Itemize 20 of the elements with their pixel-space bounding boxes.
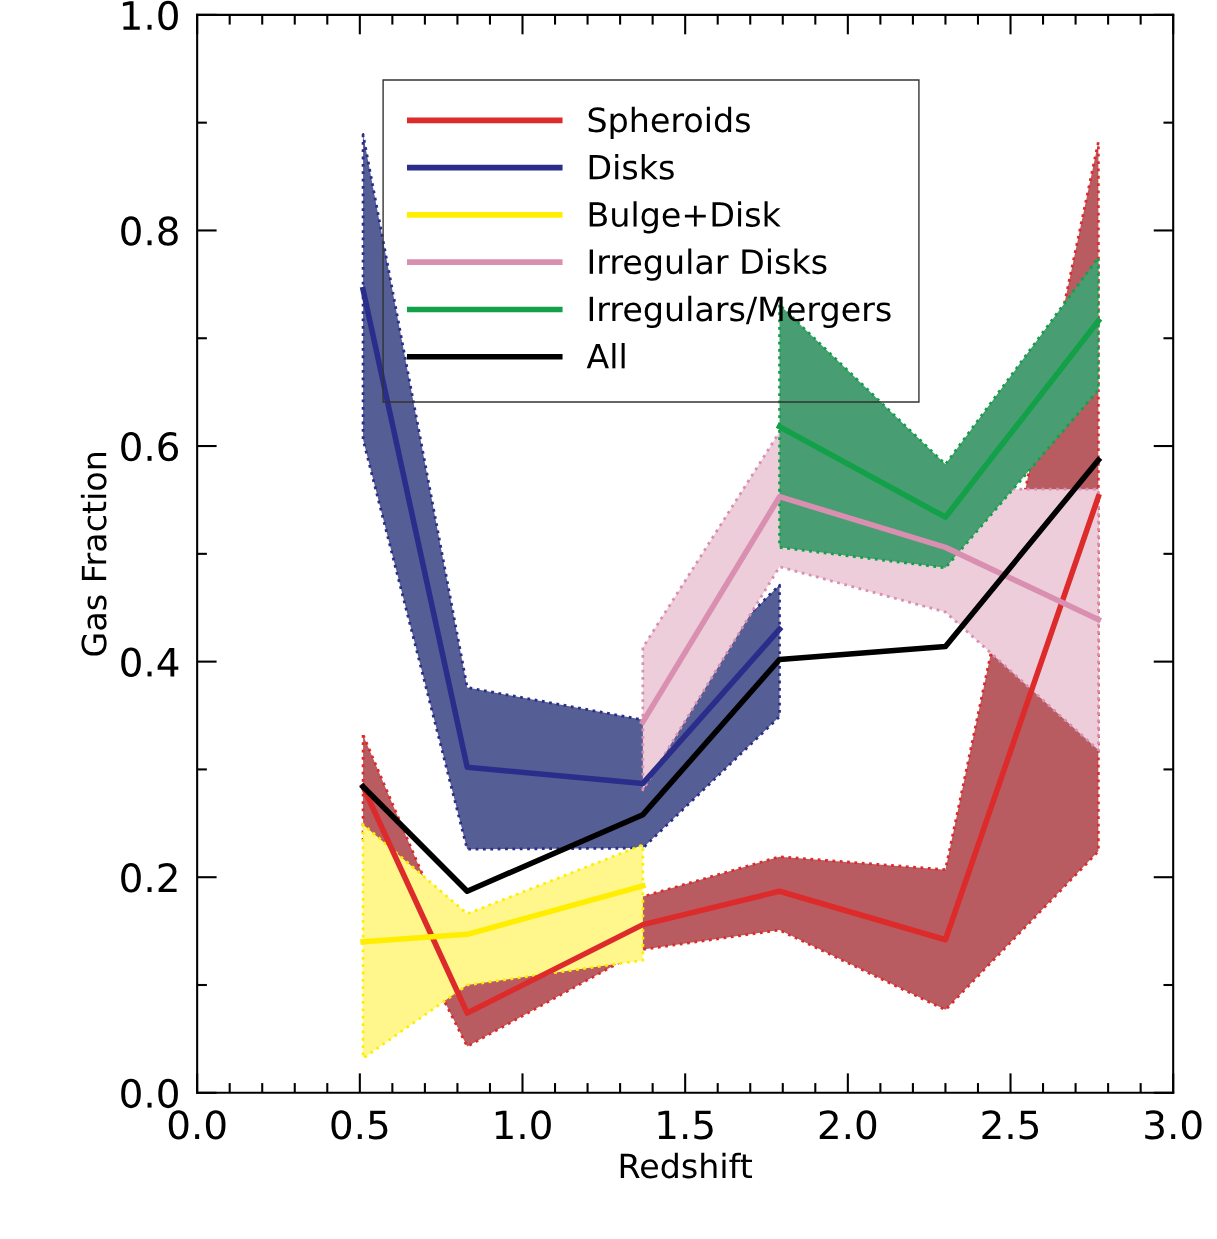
x-tick-label: 2.5	[982, 1110, 1039, 1140]
y-tick-label: 0.2	[121, 863, 177, 893]
x-tick-label: 2.0	[819, 1110, 877, 1140]
legend-label: Bulge+Disk	[589, 201, 781, 234]
legend-label: Disks	[589, 153, 674, 180]
y-tick-label: 0.4	[121, 647, 179, 677]
legend-label: Spheroids	[588, 106, 750, 139]
x-tick-label: 0.5	[331, 1110, 388, 1140]
x-tick-label: 1.0	[495, 1110, 551, 1140]
x-tick-label: 3.0	[1145, 1110, 1202, 1140]
y-tick-label: 0.0	[121, 1078, 178, 1109]
x-tick-label: 1.5	[658, 1110, 713, 1140]
x-tick-label: 0.0	[168, 1110, 226, 1140]
legend-label: All	[586, 343, 625, 369]
y-tick-label: 0.6	[121, 431, 179, 462]
y-tick-label: 1.0	[122, 0, 178, 31]
x-axis-title: Redshift	[620, 1152, 753, 1179]
y-tick-label: 0.8	[121, 216, 178, 246]
y-axis-title: Gas Fraction	[80, 453, 107, 656]
legend-label: Irregular Disks	[589, 248, 827, 281]
